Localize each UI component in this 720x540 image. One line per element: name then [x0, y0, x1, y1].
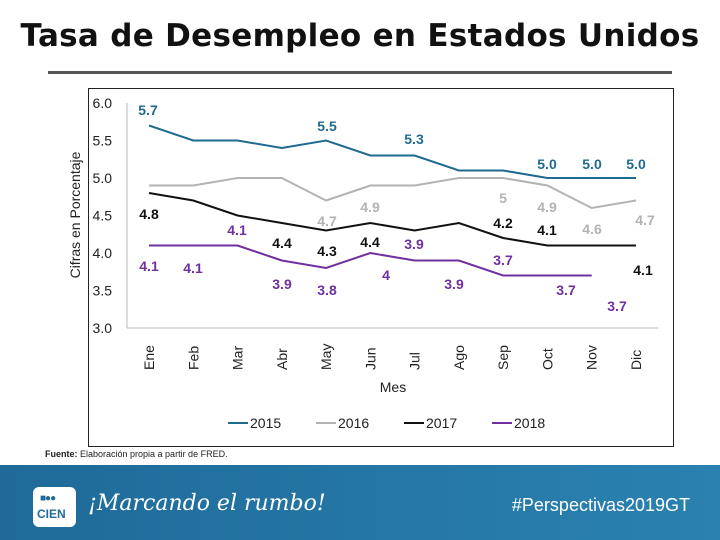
logo-text: CIEN [37, 507, 66, 521]
source-label: Fuente: [45, 449, 78, 459]
y-axis-title: Cifras en Porcentaje [67, 151, 83, 278]
y-tick-label: 5.0 [93, 170, 113, 186]
series-line-2018 [149, 244, 592, 277]
slogan: ¡Marcando el rumbo! [88, 491, 326, 516]
y-tick-label: 4.5 [93, 208, 113, 224]
legend-label-2016: 2016 [338, 415, 369, 431]
data-label-2015: 5.5 [317, 118, 337, 134]
data-label-2016: 4.6 [582, 221, 602, 237]
footer-band [0, 465, 720, 540]
data-label-2015: 5.0 [537, 156, 557, 172]
logo-mark-icon: ■●● [40, 493, 56, 504]
data-label-2018: 3.9 [444, 276, 464, 292]
data-label-2017: 4.4 [272, 235, 292, 251]
data-label-2016: 4.9 [537, 199, 557, 215]
data-label-2017: 4.2 [493, 215, 513, 231]
y-tick-label: 3.0 [93, 320, 113, 336]
x-tick-label: May [318, 344, 334, 370]
data-label-2015: 5.7 [138, 102, 158, 118]
y-tick-label: 5.5 [93, 133, 113, 149]
data-label-2018: 3.7 [493, 252, 513, 268]
data-label-2017: 4.4 [360, 234, 380, 250]
legend-label-2017: 2017 [426, 415, 457, 431]
data-label-2017: 4.1 [537, 222, 557, 238]
data-label-2018: 3.9 [272, 276, 292, 292]
x-tick-label: Feb [185, 346, 201, 370]
source-text: Elaboración propia a partir de FRED. [77, 449, 228, 459]
data-label-2017: 4.3 [317, 243, 337, 259]
y-tick-label: 6.0 [93, 95, 113, 111]
y-tick-label: 3.5 [93, 283, 113, 299]
data-label-2015: 5.0 [626, 156, 646, 172]
legend-label-2015: 2015 [250, 415, 281, 431]
data-label-2016: 4.7 [317, 213, 337, 229]
data-label-2018: 3.8 [317, 282, 337, 298]
hashtag: #Perspectivas2019GT [511, 495, 690, 515]
x-tick-label: Mar [230, 346, 246, 370]
data-label-2018: 4.1 [139, 258, 159, 274]
data-label-2018: 4.1 [227, 222, 247, 238]
chart-frame [88, 88, 674, 447]
x-tick-label: Ene [141, 345, 157, 370]
data-label-2016: 5 [499, 190, 507, 206]
series-line-2017 [148, 192, 636, 247]
page-title: Tasa de Desempleo en Estados Unidos [20, 18, 700, 54]
source-note: Fuente: Elaboración propia a partir de F… [45, 449, 228, 459]
series-line-2016 [149, 177, 637, 210]
data-label-2018: 3.9 [404, 236, 424, 252]
data-label-2015: 5.0 [582, 156, 602, 172]
data-label-2018: 3.7 [556, 282, 576, 298]
x-tick-label: Jul [407, 352, 423, 370]
x-tick-label: Sep [495, 345, 511, 370]
data-label-2016: 4.9 [360, 199, 380, 215]
data-label-2016: 4.7 [635, 212, 655, 228]
cien-logo: ■●● CIEN [33, 487, 76, 527]
x-tick-label: Dic [628, 350, 644, 370]
x-axis-title: Mes [380, 379, 406, 395]
series-line-2015 [148, 124, 636, 179]
data-label-2017: 4.1 [633, 262, 653, 278]
title-divider [48, 71, 672, 74]
data-label-2018: 3.7 [607, 298, 627, 314]
data-label-2015: 5.3 [404, 131, 424, 147]
x-tick-label: Nov [584, 345, 600, 370]
y-tick-label: 4.0 [93, 245, 113, 261]
x-tick-label: Jun [362, 347, 378, 370]
data-label-2018: 4 [382, 267, 390, 283]
data-label-2017: 4.8 [139, 206, 159, 222]
x-tick-label: Ago [451, 345, 467, 370]
line-chart: 3.0 3.5 4.0 4.5 5.0 5.5 6.0 Ene Feb Mar Abr May Jun J… [67, 95, 658, 431]
legend-label-2018: 2018 [514, 415, 545, 431]
x-tick-label: Oct [539, 348, 555, 370]
x-tick-label: Abr [274, 348, 290, 370]
data-label-2018: 4.1 [183, 260, 203, 276]
